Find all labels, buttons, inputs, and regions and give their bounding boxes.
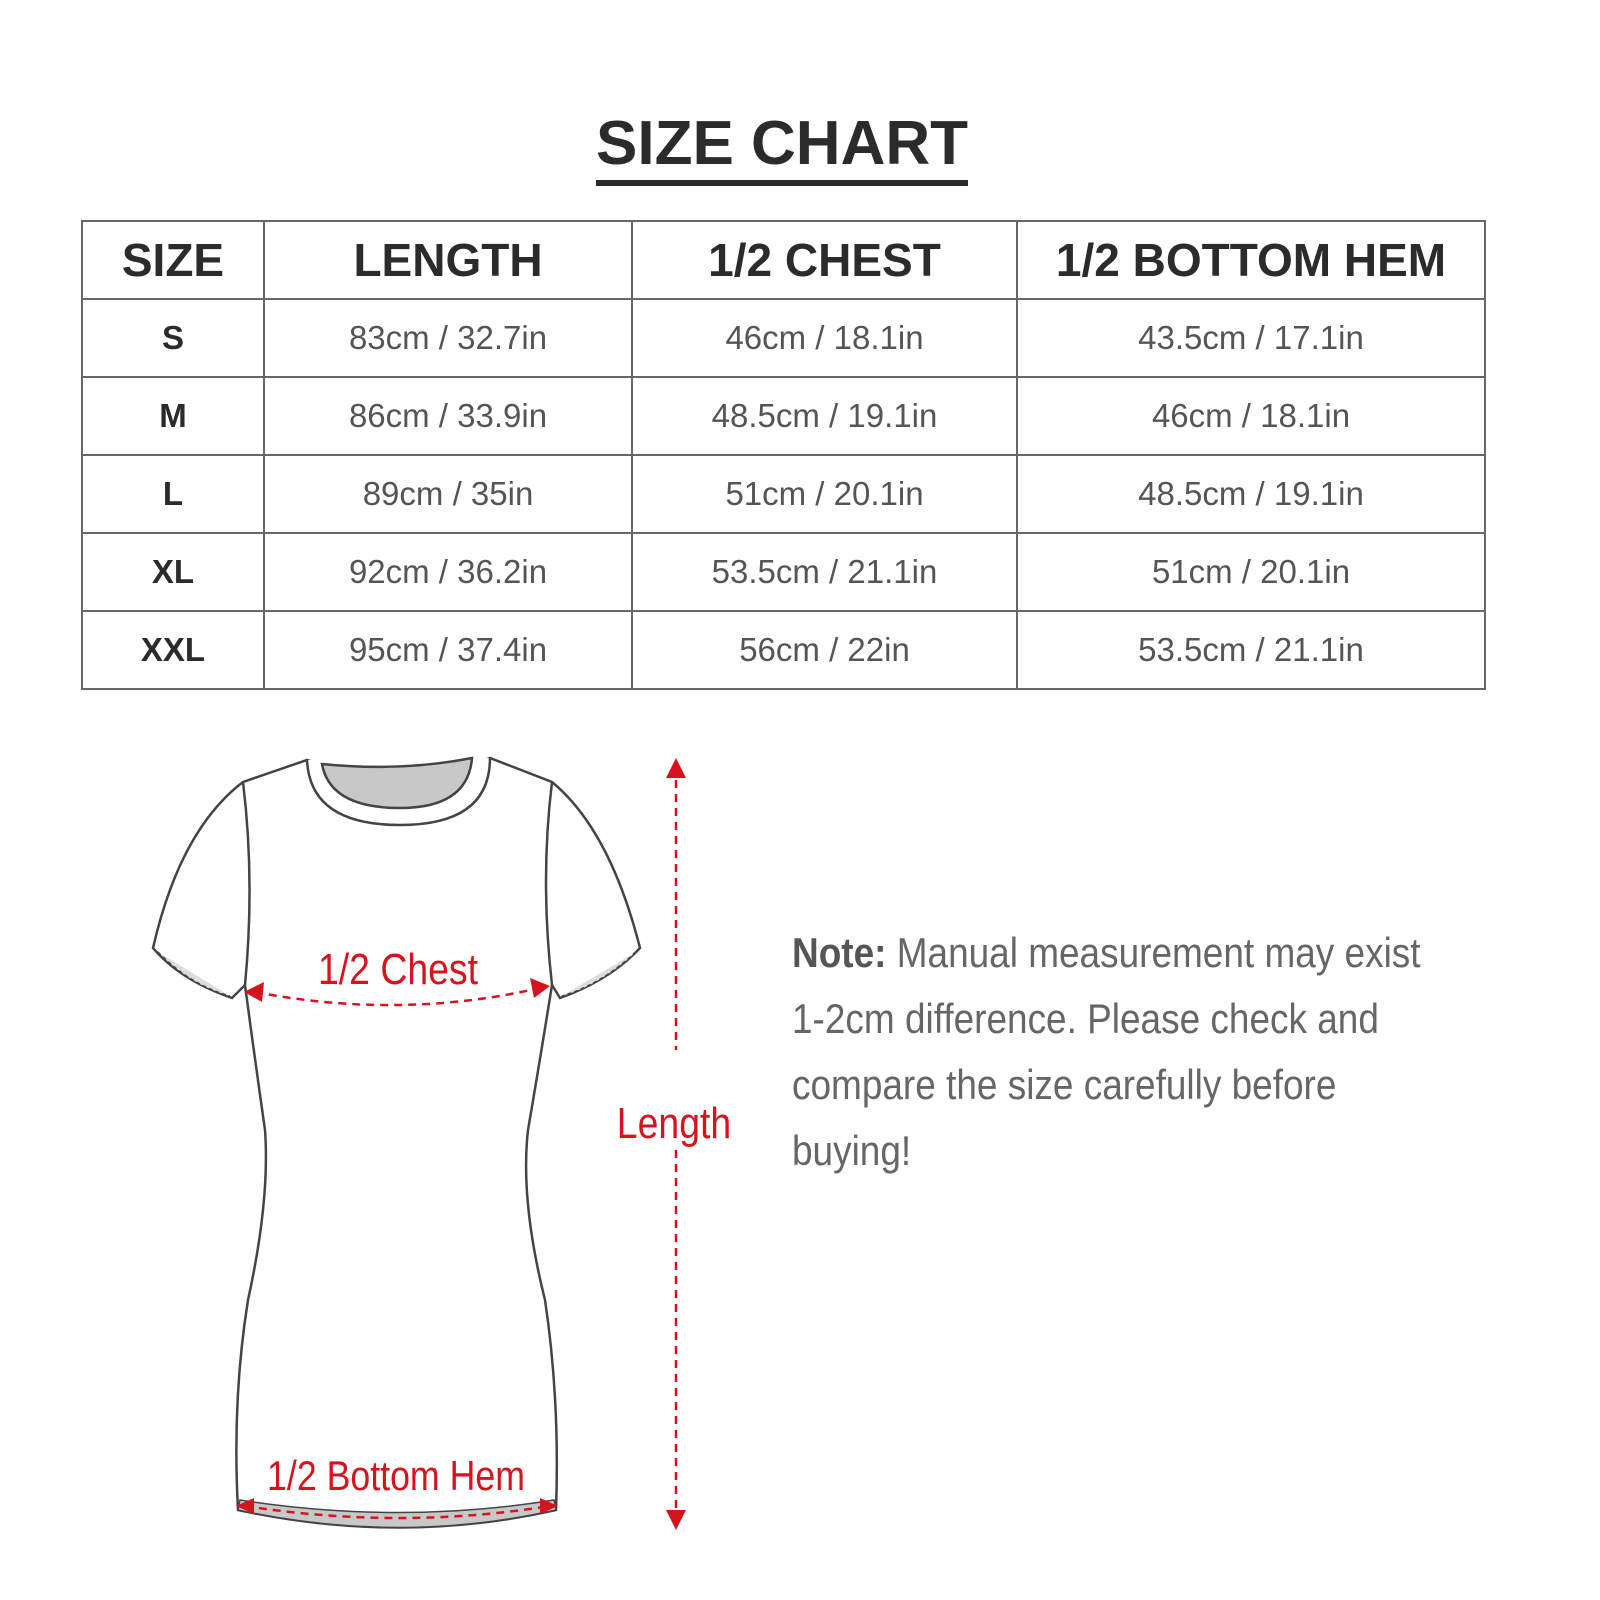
table-row: XXL 95cm / 37.4in 56cm / 22in 53.5cm / 21.1… bbox=[81, 610, 1486, 690]
table-row: S 83cm / 32.7in 46cm / 18.1in 43.5cm / 17.1… bbox=[81, 298, 1486, 378]
note-text: Manual measurement may exist 1-2cm diffe… bbox=[792, 929, 1421, 1174]
length-cell: 83cm / 32.7in bbox=[263, 298, 633, 378]
hem-cell: 43.5cm / 17.1in bbox=[1016, 298, 1486, 378]
size-cell: XL bbox=[81, 532, 265, 612]
length-cell: 95cm / 37.4in bbox=[263, 610, 633, 690]
header-length: LENGTH bbox=[263, 220, 633, 300]
chest-cell: 46cm / 18.1in bbox=[631, 298, 1018, 378]
hem-measure-line bbox=[244, 1504, 551, 1520]
measurement-lines bbox=[244, 780, 678, 1520]
hem-cell: 46cm / 18.1in bbox=[1016, 376, 1486, 456]
chest-cell: 53.5cm / 21.1in bbox=[631, 532, 1018, 612]
dress-outline bbox=[151, 756, 642, 1529]
arrow-right-icon bbox=[530, 978, 550, 998]
arrow-left-icon bbox=[236, 1498, 254, 1514]
hem-cell: 51cm / 20.1in bbox=[1016, 532, 1486, 612]
header-size: SIZE bbox=[81, 220, 265, 300]
size-cell: M bbox=[81, 376, 265, 456]
hem-cell: 53.5cm / 21.1in bbox=[1016, 610, 1486, 690]
arrowheads bbox=[236, 758, 686, 1530]
chest-cell: 51cm / 20.1in bbox=[631, 454, 1018, 534]
arrow-left-icon bbox=[244, 982, 264, 1002]
table-row: M 86cm / 33.9in 48.5cm / 19.1in 46cm / 18.1… bbox=[81, 376, 1486, 456]
size-cell: S bbox=[81, 298, 265, 378]
chest-cell: 48.5cm / 19.1in bbox=[631, 376, 1018, 456]
header-chest: 1/2 CHEST bbox=[631, 220, 1018, 300]
table-row: L 89cm / 35in 51cm / 20.1in 48.5cm / 19.1in bbox=[81, 454, 1486, 534]
chest-cell: 56cm / 22in bbox=[631, 610, 1018, 690]
note-label: Note: bbox=[792, 929, 887, 976]
length-cell: 89cm / 35in bbox=[263, 454, 633, 534]
hem-cell: 48.5cm / 19.1in bbox=[1016, 454, 1486, 534]
table-row: XL 92cm / 36.2in 53.5cm / 21.1in 51cm / 20.… bbox=[81, 532, 1486, 612]
size-cell: XXL bbox=[81, 610, 265, 690]
length-label: Length bbox=[617, 1098, 731, 1148]
arrow-up-icon bbox=[666, 758, 686, 778]
chest-label: 1/2 Chest bbox=[318, 944, 479, 994]
table-header-row: SIZE LENGTH 1/2 CHEST 1/2 BOTTOM HEM bbox=[81, 220, 1486, 300]
header-bottom-hem: 1/2 BOTTOM HEM bbox=[1016, 220, 1486, 300]
length-cell: 86cm / 33.9in bbox=[263, 376, 633, 456]
length-cell: 92cm / 36.2in bbox=[263, 532, 633, 612]
hem-label: 1/2 Bottom Hem bbox=[267, 1453, 525, 1499]
page-title: SIZE CHART bbox=[0, 108, 1564, 186]
arrow-down-icon bbox=[666, 1510, 686, 1530]
arrow-right-icon bbox=[540, 1498, 558, 1514]
chest-measure-line bbox=[254, 986, 541, 1007]
note: Note: Manual measurement may exist 1-2cm… bbox=[792, 920, 1461, 1184]
size-table: SIZE LENGTH 1/2 CHEST 1/2 BOTTOM HEM S 83… bbox=[81, 220, 1486, 690]
size-cell: L bbox=[81, 454, 265, 534]
